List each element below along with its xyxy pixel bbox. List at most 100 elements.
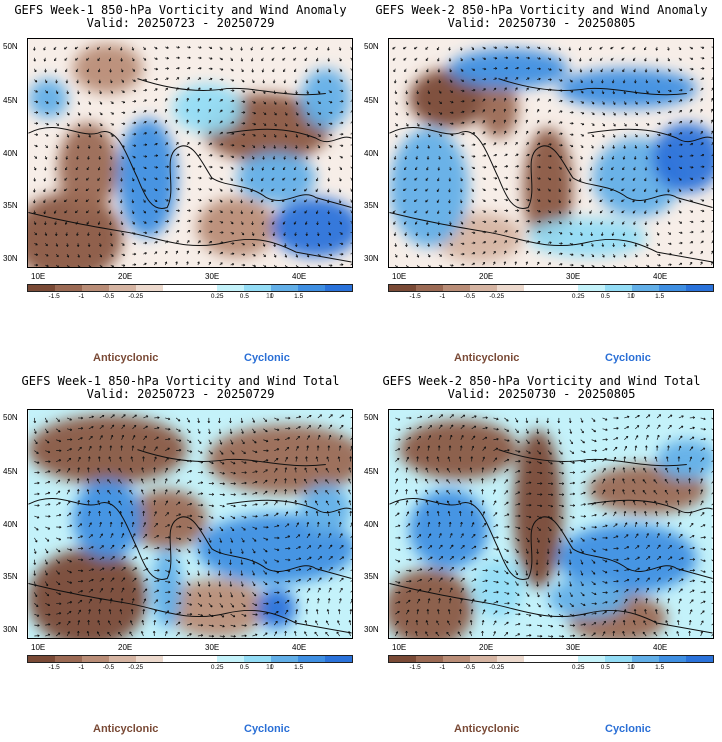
panel-title: GEFS Week-2 850-hPa Vorticity and Wind A… [375,3,708,17]
colorbar-tick-label: 1 [269,664,274,671]
colorbar-swatch [497,285,524,291]
colorbar-swatch [217,285,244,291]
colorbar-tick-label: 1.5 [294,664,304,671]
panel-valid-dates: Valid: 20250723 - 20250729 [86,387,275,401]
colorbar-swatch [632,656,659,662]
colorbar-tick-label: -1.5 [409,664,421,671]
vorticity-region [271,197,352,258]
colorbar-ticks: -1.5 -1 -0.5 -0.25 0.25 0.5 1 1.5 [27,664,353,674]
colorbar-unit: 10 [627,664,635,671]
lat-label: 40N [3,520,18,529]
vorticity-region [196,197,277,258]
colorbar-tick-label: 1 [269,293,274,300]
colorbar-swatch [605,285,632,291]
vorticity-region [448,48,568,89]
vorticity-region [73,479,143,559]
cyclonic-label: Cyclonic [244,723,290,735]
lat-label: 30N [364,625,379,634]
colorbar-unit: 10 [627,293,635,300]
lat-label: 50N [364,42,379,51]
colorbar-tick-label: 1 [630,664,635,671]
colorbar-swatch [325,656,352,662]
map-canvas [28,39,352,267]
vorticity-region [389,128,469,248]
lon-label: 20E [479,272,494,281]
map-canvas [28,410,352,638]
colorbar-ticks: -1.5 -1 -0.5 -0.25 0.25 0.5 1 1.5 [388,664,714,674]
wind-arrows [392,45,713,267]
wind-arrows [32,45,352,267]
colorbar-swatch [55,285,82,291]
map-canvas [389,39,713,267]
colorbar-swatch [163,285,190,291]
colorbar-swatch [659,285,686,291]
cyclonic-label: Cyclonic [605,352,651,364]
lon-label: 20E [118,643,133,652]
colorbar-tick-label: -0.25 [128,293,144,300]
vorticity-region [528,217,648,258]
colorbar-swatch [551,656,578,662]
colorbar-swatch [578,656,605,662]
anticyclonic-label: Anticyclonic [454,723,520,735]
colorbar-swatch [271,285,298,291]
vorticity-region [28,548,148,638]
colorbar-tick-label: -1 [439,293,446,300]
colorbar-tick-label: -1.5 [409,293,421,300]
lat-label: 30N [3,254,18,263]
colorbar-swatch [443,656,470,662]
colorbar-tick-label: -0.5 [102,664,115,671]
vorticity-region [557,68,697,109]
cyclonic-label: Cyclonic [244,352,290,364]
lon-label: 30E [566,272,581,281]
vorticity-region [409,489,489,569]
colorbar-swatch [632,285,659,291]
cyclonic-label: Cyclonic [605,723,651,735]
vorticity-region [301,484,351,534]
vorticity-region [127,489,207,549]
vorticity-region [657,439,713,480]
colorbar-swatch [136,656,163,662]
coastline [28,78,352,263]
colorbar-swatch [551,285,578,291]
colorbar-swatch [470,285,497,291]
colorbar-swatch [217,656,244,662]
lon-label: 20E [118,272,133,281]
colorbar-tick-label: -1 [78,293,85,300]
vorticity-map [388,409,714,639]
panel-title: GEFS Week-1 850-hPa Vorticity and Wind T… [21,374,340,388]
colorbar-swatch [605,656,632,662]
colorbar-swatch [82,285,109,291]
map-panel-week2-total: GEFS Week-2 850-hPa Vorticity and Wind T… [361,371,722,742]
lat-label: 30N [3,625,18,634]
colorbar-tick-label: 0.5 [239,664,249,671]
colorbar-swatch [28,285,55,291]
colorbar-tick-label: -0.25 [128,664,144,671]
colorbar-swatch [109,285,136,291]
colorbar-swatch [55,656,82,662]
colorbar-swatch [443,285,470,291]
lat-label: 35N [3,572,18,581]
colorbar-swatch [416,656,443,662]
vorticity-region [236,153,316,203]
lat-label: 45N [364,467,379,476]
wind-arrows [395,414,713,638]
colorbar-swatch [686,656,713,662]
lon-label: 40E [653,643,668,652]
lat-label: 30N [364,254,379,263]
colorbar-swatch [416,285,443,291]
colorbar-swatch [298,285,325,291]
panel-valid-dates: Valid: 20250730 - 20250805 [447,387,636,401]
lat-label: 45N [3,96,18,105]
colorbar-swatch [325,285,352,291]
vorticity-region [399,419,519,480]
colorbar-swatch [298,656,325,662]
colorbar-tick-label: -0.5 [463,664,476,671]
lat-label: 50N [3,413,18,422]
vorticity-region [389,568,474,638]
vorticity-region [301,68,351,129]
colorbar-swatch [190,285,217,291]
colorbar-swatch [389,656,416,662]
colorbar [27,284,353,292]
anticyclonic-label: Anticyclonic [454,352,520,364]
colorbar-tick-label: -1.5 [48,664,60,671]
